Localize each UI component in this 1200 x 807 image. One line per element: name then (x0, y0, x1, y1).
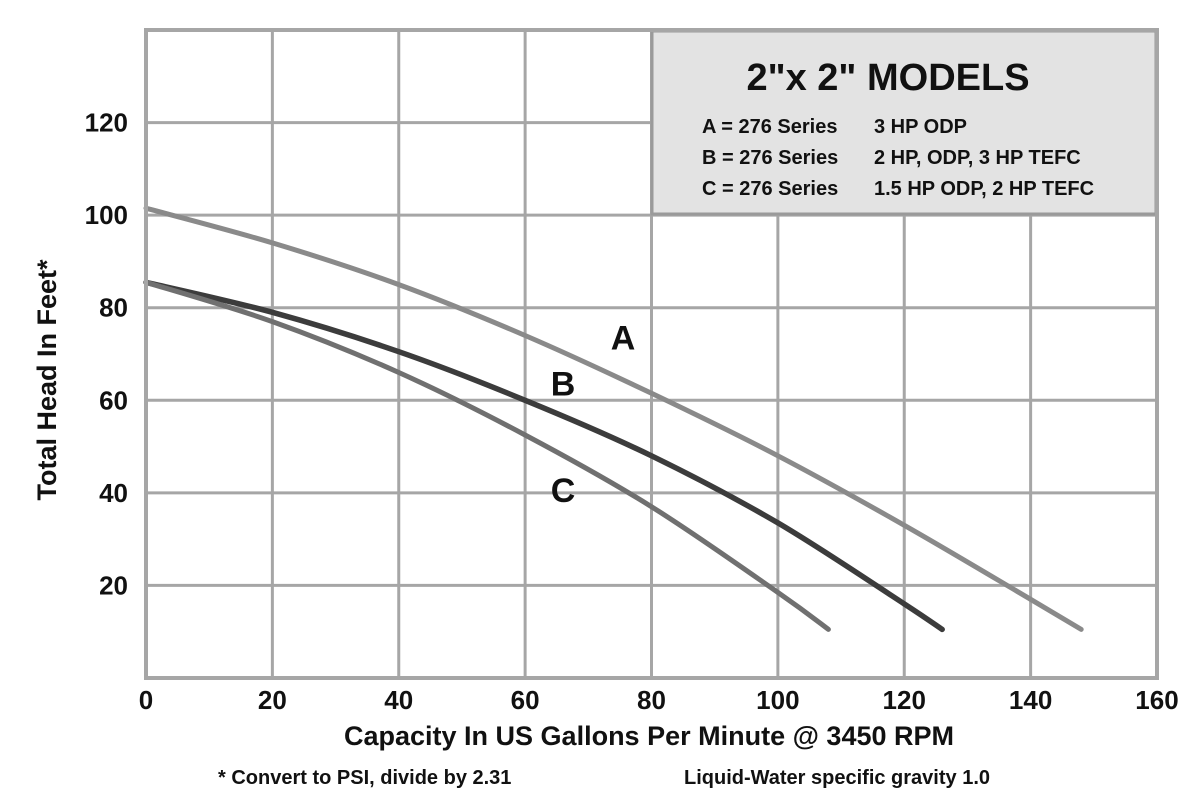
legend-entry-c: C = 276 Series (702, 178, 838, 200)
y-axis-label: Total Head In Feet* (32, 259, 62, 501)
curve-label-c: C (551, 472, 576, 510)
x-tick-80: 80 (637, 685, 666, 715)
legend-detail-b: 2 HP, ODP, 3 HP TEFC (874, 147, 1081, 169)
tick-labels: 0 20 40 60 80 100 120 140 160 20 40 60 80 100 120 (85, 108, 1179, 715)
curve-a (143, 205, 1084, 632)
plot-frame (144, 28, 1159, 680)
x-tick-160: 160 (1135, 685, 1178, 715)
x-tick-100: 100 (756, 685, 799, 715)
legend: 2"x 2" MODELS A = 276 Series 3 HP ODP B = … (650, 29, 1158, 216)
x-tick-140: 140 (1009, 685, 1052, 715)
y-tick-60: 60 (99, 385, 128, 415)
y-tick-40: 40 (99, 478, 128, 508)
curves: AB C (143, 205, 1084, 633)
legend-box (650, 29, 1158, 216)
plot-border (144, 28, 1159, 680)
x-tick-0: 0 (139, 685, 153, 715)
x-tick-60: 60 (511, 685, 540, 715)
curve-label-a: A (611, 319, 636, 357)
y-tick-20: 20 (99, 570, 128, 600)
y-tick-80: 80 (99, 293, 128, 323)
y-tick-120: 120 (85, 108, 128, 138)
legend-entry-b: B = 276 Series (702, 147, 838, 169)
x-tick-20: 20 (258, 685, 287, 715)
legend-detail-a: 3 HP ODP (874, 116, 967, 138)
x-tick-40: 40 (384, 685, 413, 715)
curve-b (143, 279, 945, 633)
legend-detail-c: 1.5 HP ODP, 2 HP TEFC (874, 178, 1094, 200)
chart-title: 2"x 2" MODELS (746, 57, 1029, 99)
x-tick-120: 120 (883, 685, 926, 715)
y-tick-100: 100 (85, 200, 128, 230)
legend-entry-a: A = 276 Series (702, 116, 837, 138)
curve-c (143, 279, 831, 632)
x-axis-label: Capacity In US Gallons Per Minute @ 3450… (344, 721, 954, 751)
psi-note: * Convert to PSI, divide by 2.31 (218, 767, 511, 789)
curve-label-b: B (551, 366, 576, 404)
gravity-note: Liquid-Water specific gravity 1.0 (684, 767, 990, 789)
